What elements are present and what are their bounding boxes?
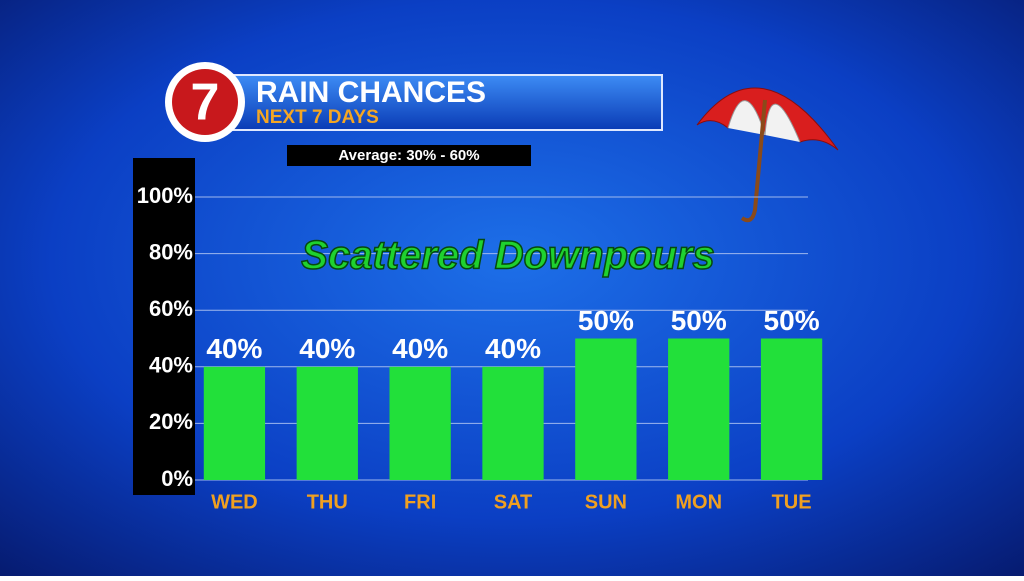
y-tick-label: 60% bbox=[149, 296, 193, 321]
bar bbox=[203, 366, 266, 480]
header: 7 RAIN CHANCES NEXT 7 DAYS Average: 30% … bbox=[165, 62, 663, 166]
value-label: 50% bbox=[671, 305, 727, 336]
umbrella-handle bbox=[740, 99, 767, 223]
x-tick-label: MON bbox=[675, 491, 722, 513]
logo-disc bbox=[172, 69, 238, 135]
x-tick-label: THU bbox=[307, 491, 348, 513]
x-tick-label: FRI bbox=[404, 491, 436, 513]
chart-subtitle: NEXT 7 DAYS bbox=[256, 107, 379, 128]
y-tick-label: 80% bbox=[149, 239, 193, 264]
annotation: Scattered Downpours bbox=[301, 234, 714, 278]
value-label: 40% bbox=[206, 333, 262, 364]
bar bbox=[389, 366, 451, 480]
value-label: 40% bbox=[485, 333, 541, 364]
y-tick-label: 0% bbox=[161, 466, 193, 491]
y-tick-label: 100% bbox=[137, 183, 193, 208]
value-label: 40% bbox=[392, 333, 448, 364]
bar bbox=[482, 366, 544, 480]
y-tick-label: 40% bbox=[149, 353, 193, 378]
x-tick-label: WED bbox=[211, 491, 258, 513]
axis-panel bbox=[133, 158, 195, 495]
bar bbox=[760, 338, 823, 480]
x-tick-label: TUE bbox=[772, 491, 812, 513]
value-label: 50% bbox=[578, 305, 634, 336]
umbrella bbox=[696, 87, 839, 223]
title-box bbox=[224, 74, 663, 131]
note-box bbox=[287, 145, 531, 166]
value-label: 40% bbox=[299, 333, 355, 364]
value-label: 50% bbox=[764, 305, 820, 336]
x-tick-label: SUN bbox=[585, 491, 627, 513]
logo-text: 7 bbox=[191, 74, 220, 132]
chart-title: RAIN CHANCES bbox=[256, 76, 486, 109]
note: Average: 30% - 60% bbox=[338, 147, 479, 164]
bar bbox=[668, 338, 730, 480]
x-tick-label: SAT bbox=[494, 491, 533, 513]
bar bbox=[296, 366, 358, 480]
y-tick-label: 20% bbox=[149, 409, 193, 434]
bar bbox=[575, 338, 637, 480]
